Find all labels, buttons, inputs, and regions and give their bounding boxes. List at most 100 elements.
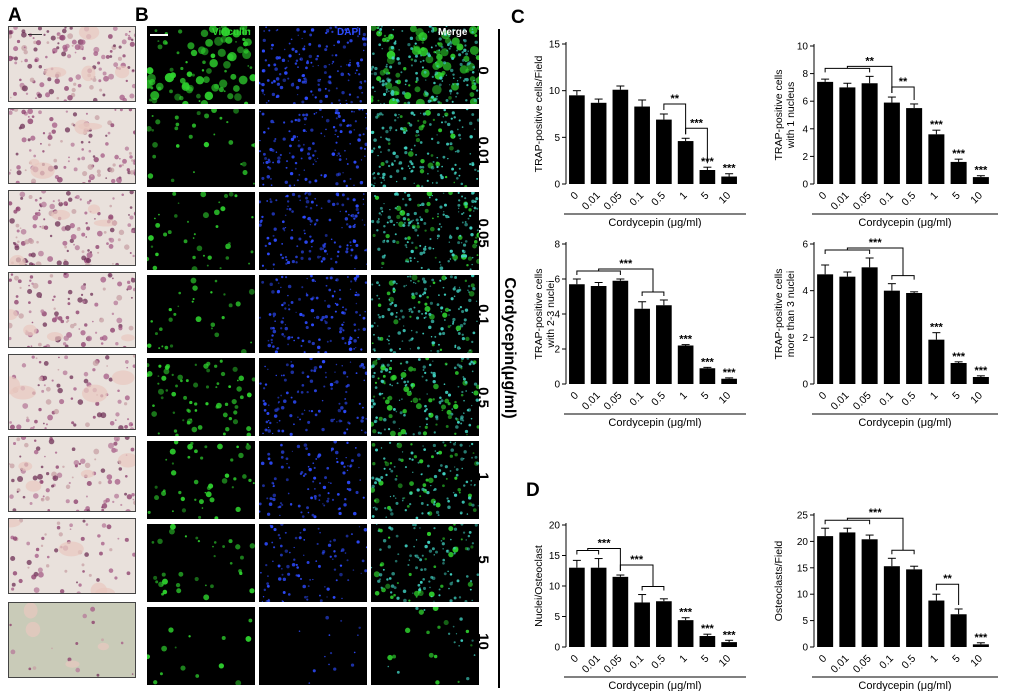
stain-cell (47, 134, 53, 140)
stain-cell (81, 250, 85, 254)
stain-cell (58, 201, 63, 207)
green-cell (432, 607, 439, 612)
stain-cell (74, 51, 77, 54)
blue-nucleus (417, 310, 421, 313)
green-cell (153, 680, 158, 685)
blue-nucleus (324, 94, 328, 98)
blue-nucleus (264, 542, 268, 546)
blue-nucleus (333, 568, 337, 571)
stain-cell (86, 509, 91, 511)
blue-nucleus (395, 80, 399, 84)
green-cell (411, 46, 421, 56)
blue-nucleus (435, 181, 438, 185)
stain-cell (53, 307, 56, 311)
blue-nucleus (363, 80, 367, 83)
x-tick-label: 10 (716, 653, 733, 670)
blue-nucleus (335, 173, 340, 177)
green-cell (407, 236, 411, 240)
stain-cell (125, 509, 131, 511)
blue-nucleus (476, 207, 479, 210)
green-cell (157, 44, 163, 50)
blue-nucleus (412, 219, 414, 221)
blue-nucleus (357, 336, 359, 339)
stain-cell (113, 437, 120, 442)
blue-nucleus (392, 290, 396, 294)
stain-cell (19, 191, 26, 198)
blue-nucleus (288, 184, 292, 187)
blue-nucleus (420, 54, 423, 57)
blue-nucleus (333, 290, 336, 293)
blue-nucleus (307, 511, 310, 514)
blue-nucleus (281, 568, 283, 570)
blue-nucleus (424, 544, 428, 549)
stain-cell (106, 524, 112, 530)
blue-nucleus (332, 126, 336, 129)
blue-nucleus (452, 491, 455, 494)
stain-cell (80, 330, 86, 336)
blue-nucleus (376, 113, 380, 117)
blue-nucleus (453, 641, 456, 644)
blue-nucleus (312, 163, 315, 165)
stain-cell (14, 275, 19, 281)
blue-nucleus (345, 99, 347, 102)
blue-nucleus (408, 559, 411, 561)
green-cell (468, 208, 472, 212)
blue-nucleus (383, 418, 387, 422)
fluorescence-texture (371, 358, 479, 436)
blue-nucleus (267, 452, 271, 456)
blue-nucleus (376, 220, 380, 224)
green-cell (443, 444, 447, 447)
blue-nucleus (409, 503, 412, 506)
blue-nucleus (426, 503, 429, 506)
stain-cell (67, 54, 72, 59)
blue-nucleus (266, 428, 268, 431)
blue-nucleus (304, 123, 306, 126)
blue-nucleus (449, 130, 454, 134)
blue-nucleus (415, 539, 418, 541)
stain-cell (132, 498, 135, 501)
blue-nucleus (265, 599, 270, 602)
stain-cell (16, 490, 19, 493)
blue-nucleus (473, 82, 477, 86)
green-cell (248, 288, 255, 295)
x-tick-label: 5 (699, 390, 712, 403)
blue-nucleus (432, 379, 436, 384)
blue-nucleus (421, 165, 425, 169)
blue-nucleus (318, 494, 321, 497)
blue-nucleus (377, 337, 381, 341)
blue-nucleus (392, 239, 396, 244)
bracket-significance: *** (619, 258, 633, 270)
significance-label: *** (723, 163, 737, 175)
blue-nucleus (352, 198, 356, 202)
green-cell (406, 390, 412, 397)
stain-cell (35, 446, 41, 451)
green-cell (242, 37, 246, 42)
blue-nucleus (297, 194, 301, 198)
blue-nucleus (448, 314, 450, 316)
blue-nucleus (324, 371, 327, 374)
green-cell (186, 71, 193, 77)
green-cell (390, 375, 396, 381)
blue-nucleus (443, 211, 445, 213)
stain-patch (81, 384, 108, 403)
stain-cell (69, 528, 72, 531)
stain-cell (108, 244, 114, 249)
y-tick-label: 0 (554, 643, 560, 654)
blue-nucleus (393, 586, 397, 590)
blue-nucleus (394, 113, 397, 117)
stain-cell (56, 96, 60, 100)
stain-cell (54, 315, 59, 320)
blue-nucleus (355, 302, 358, 305)
blue-nucleus (348, 225, 352, 229)
stain-patch (30, 162, 55, 179)
stain-cell (98, 79, 102, 83)
stain-cell (113, 300, 119, 306)
green-cell (389, 430, 396, 436)
blue-nucleus (307, 453, 311, 456)
blue-nucleus (309, 219, 313, 223)
stain-cell (31, 321, 34, 324)
blue-nucleus (317, 78, 321, 83)
green-cell (249, 588, 254, 594)
blue-nucleus (457, 128, 459, 131)
stain-patch (43, 67, 67, 78)
